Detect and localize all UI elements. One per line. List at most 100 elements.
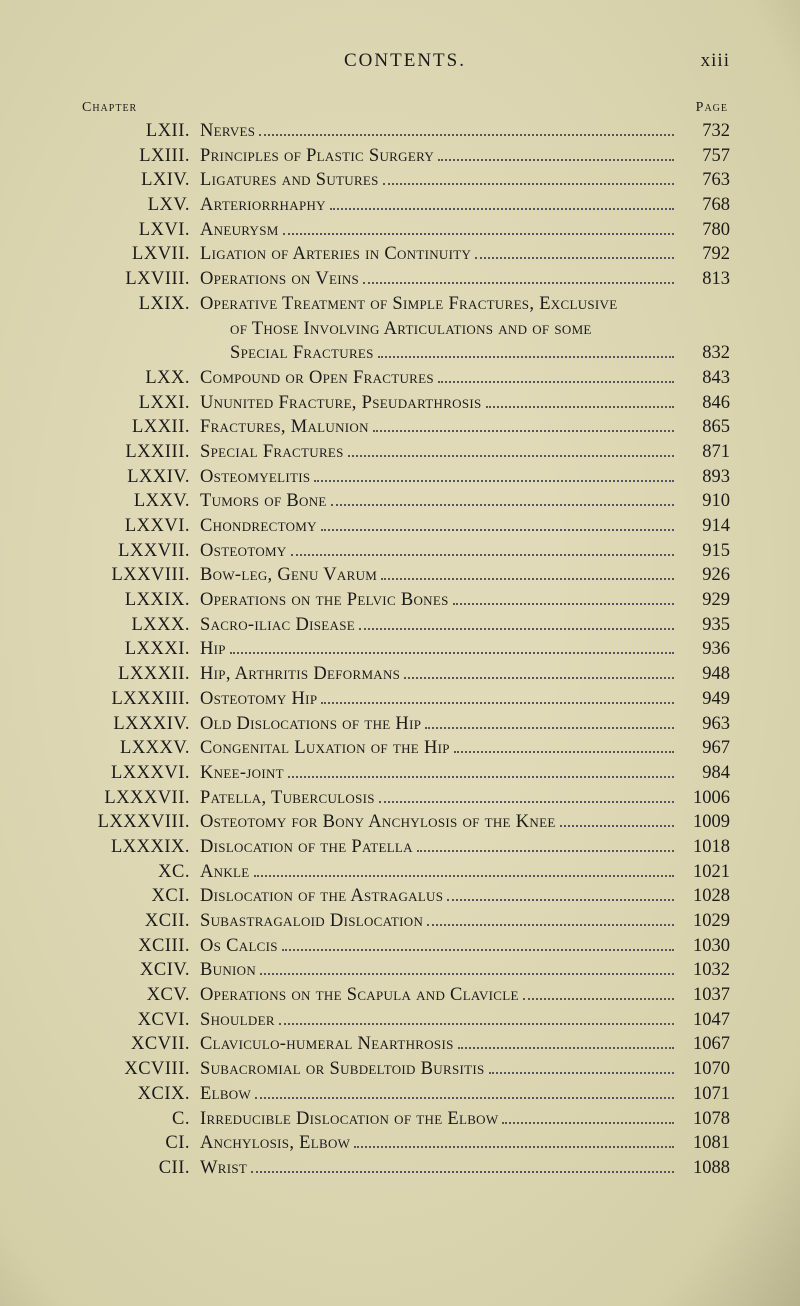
toc-row: CII.Wrist1088 <box>80 1159 730 1178</box>
toc-row: LXII.Nerves732 <box>80 122 730 141</box>
chapter-page: 915 <box>678 542 730 561</box>
chapter-number: LXXIII. <box>80 443 200 462</box>
leader-dots <box>425 727 674 729</box>
chapter-title: Osteotomy <box>200 542 287 561</box>
toc-row: XCI.Dislocation of the Astragalus1028 <box>80 887 730 906</box>
leader-dots <box>359 628 674 630</box>
chapter-number: LXXXVII. <box>80 789 200 808</box>
chapter-title: Operations on the Pelvic Bones <box>200 591 449 610</box>
toc-row: LXIV.Ligatures and Sutures763 <box>80 171 730 190</box>
leader-dots <box>458 1047 674 1049</box>
chapter-page: 926 <box>678 566 730 585</box>
chapter-page: 846 <box>678 394 730 413</box>
chapter-page: 1081 <box>678 1134 730 1153</box>
chapter-title: Ankle <box>200 863 250 882</box>
chapter-page: 935 <box>678 616 730 635</box>
leader-dots <box>314 480 674 482</box>
toc-row: LXXX.Sacro-iliac Disease935 <box>80 616 730 635</box>
chapter-title: Tumors of Bone <box>200 492 327 511</box>
chapter-title: Old Dislocations of the Hip <box>200 715 421 734</box>
toc-row: LXXXVIII.Osteotomy for Bony Anchylosis o… <box>80 813 730 832</box>
toc-row: LXXV.Tumors of Bone910 <box>80 492 730 511</box>
chapter-title: Compound or Open Fractures <box>200 369 434 388</box>
toc-row: LXXXII.Hip, Arthritis Deformans948 <box>80 665 730 684</box>
chapter-page: 1009 <box>678 813 730 832</box>
toc-row: LXVI.Aneurysm780 <box>80 221 730 240</box>
chapter-title: Knee-joint <box>200 764 284 783</box>
leader-dots <box>363 282 674 284</box>
leader-dots <box>321 702 674 704</box>
chapter-title-continuation: Special Fractures <box>230 344 374 363</box>
chapter-title: Osteomyelitis <box>200 468 310 487</box>
chapter-title: Ununited Fracture, Pseudarthrosis <box>200 394 482 413</box>
chapter-page: 1021 <box>678 863 730 882</box>
chapter-page: 929 <box>678 591 730 610</box>
page-number: xiii <box>670 50 730 72</box>
chapter-page: 949 <box>678 690 730 709</box>
chapter-title: Fractures, Malunion <box>200 418 369 437</box>
chapter-page: 871 <box>678 443 730 462</box>
chapter-number: XCIX. <box>80 1085 200 1104</box>
chapter-page: 1018 <box>678 838 730 857</box>
chapter-title: Subacromial or Subdeltoid Bursitis <box>200 1060 485 1079</box>
leader-dots <box>259 134 674 136</box>
leader-dots <box>427 924 674 926</box>
leader-dots <box>279 1023 674 1025</box>
leader-dots <box>254 875 674 877</box>
toc-row: LXXXV.Congenital Luxation of the Hip967 <box>80 739 730 758</box>
chapter-title: Osteotomy Hip <box>200 690 317 709</box>
contents-page: CONTENTS. xiii Chapter Page LXII.Nerves7… <box>0 0 800 1306</box>
chapter-page: 757 <box>678 147 730 166</box>
toc-row: LXXII.Fractures, Malunion865 <box>80 418 730 437</box>
leader-dots <box>354 1146 674 1148</box>
col-header-chapter: Chapter <box>82 100 137 116</box>
leader-dots <box>373 430 674 432</box>
chapter-number: XCIII. <box>80 937 200 956</box>
chapter-title: Patella, Tuberculosis <box>200 789 375 808</box>
column-headers: Chapter Page <box>80 100 730 116</box>
chapter-title: Special Fractures <box>200 443 344 462</box>
chapter-title: Hip <box>200 640 226 659</box>
leader-dots <box>230 652 674 654</box>
chapter-number: LXXXIX. <box>80 838 200 857</box>
chapter-page: 967 <box>678 739 730 758</box>
leader-dots <box>283 233 674 235</box>
leader-dots <box>330 208 674 210</box>
chapter-title: Dislocation of the Astragalus <box>200 887 443 906</box>
toc-row: XCIX.Elbow1071 <box>80 1085 730 1104</box>
chapter-title: Anchylosis, Elbow <box>200 1134 350 1153</box>
chapter-title: Sacro-iliac Disease <box>200 616 355 635</box>
toc-row: LXXXVI.Knee-joint984 <box>80 764 730 783</box>
toc-row: XCVII.Claviculo-humeral Nearthrosis1067 <box>80 1035 730 1054</box>
chapter-number: LXXVIII. <box>80 566 200 585</box>
leader-dots <box>438 381 674 383</box>
leader-dots <box>475 257 674 259</box>
chapter-number: LXXIX. <box>80 591 200 610</box>
toc-row: CI.Anchylosis, Elbow 1081 <box>80 1134 730 1153</box>
chapter-number: CI. <box>80 1134 200 1153</box>
chapter-page: 1032 <box>678 961 730 980</box>
chapter-page: 1078 <box>678 1110 730 1129</box>
chapter-page: 984 <box>678 764 730 783</box>
toc-row: LXX.Compound or Open Fractures843 <box>80 369 730 388</box>
chapter-page: 1006 <box>678 789 730 808</box>
leader-dots <box>282 949 674 951</box>
chapter-title: Aneurysm <box>200 221 279 240</box>
chapter-number: LXXXII. <box>80 665 200 684</box>
chapter-title: Subastragaloid Dislocation <box>200 912 423 931</box>
chapter-number: XCII. <box>80 912 200 931</box>
toc-row: LXIII.Principles of Plastic Surgery757 <box>80 147 730 166</box>
chapter-page: 1070 <box>678 1060 730 1079</box>
chapter-title-continuation: of Those Involving Articulations and of … <box>230 320 592 339</box>
chapter-title: Operations on Veins <box>200 270 359 289</box>
chapter-number: LXIX. <box>80 295 200 314</box>
toc-row: XCVI.Shoulder1047 <box>80 1011 730 1030</box>
toc-row: LXXIX.Operations on the Pelvic Bones 929 <box>80 591 730 610</box>
chapter-title: Dislocation of the Patella <box>200 838 413 857</box>
toc-row: XCIII.Os Calcis1030 <box>80 937 730 956</box>
leader-dots <box>438 159 674 161</box>
chapter-number: LXXXIII. <box>80 690 200 709</box>
chapter-title: Arteriorrhaphy <box>200 196 326 215</box>
chapter-number: LXIII. <box>80 147 200 166</box>
chapter-title: Ligatures and Sutures <box>200 171 379 190</box>
